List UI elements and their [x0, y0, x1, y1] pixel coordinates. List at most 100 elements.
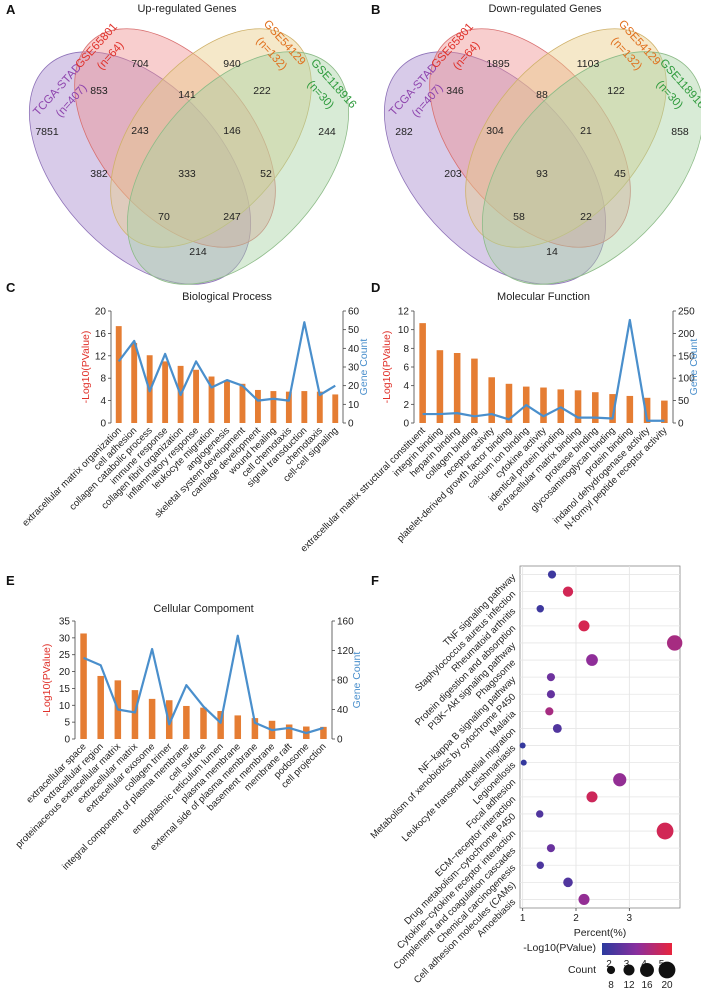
bar	[661, 401, 668, 423]
y-axis-title: -Log10(PValue)	[381, 331, 393, 404]
y2-axis-title: Gene Count	[688, 339, 700, 396]
venn-up-count: 222	[253, 85, 271, 97]
venn-up-count: 704	[131, 58, 149, 70]
y-tick-label: 6	[403, 363, 409, 374]
bar	[471, 359, 478, 423]
y-tick-label: 12	[95, 351, 107, 362]
y2-tick-label: 50	[678, 396, 690, 407]
bar	[270, 391, 276, 423]
bubble-point	[667, 635, 682, 650]
venn-down-count: 282	[395, 126, 413, 138]
bubble-point	[547, 673, 555, 681]
bubble-point	[553, 724, 562, 733]
size-legend-tick: 8	[608, 980, 614, 991]
y-tick-label: 5	[64, 718, 70, 729]
venn-down-count: 45	[614, 168, 626, 180]
bubble-point	[548, 570, 556, 578]
y-tick-label: 25	[59, 650, 71, 661]
venn-up-count: 247	[223, 211, 241, 223]
y-axis-title: -Log10(PValue)	[41, 644, 53, 717]
y2-tick-label: 160	[337, 617, 354, 628]
bubble-point	[657, 823, 674, 840]
bubble-point	[586, 791, 597, 802]
panel-label-a: A	[6, 2, 16, 17]
bar	[193, 370, 199, 423]
venn-down-count: 21	[580, 125, 592, 137]
y-tick-label: 0	[100, 419, 106, 430]
venn-down-count: 203	[444, 168, 462, 180]
bar	[240, 384, 246, 423]
y-tick-label: 20	[59, 667, 71, 678]
bubble-point	[563, 586, 573, 596]
bubble-point	[547, 690, 555, 698]
y2-tick-label: 10	[348, 400, 360, 411]
venn-diagram-up: Up-regulated Genes TCGA-STAD (n=407) GSE…	[0, 0, 391, 325]
y-tick-label: 30	[59, 633, 71, 644]
venn-up-count: 243	[131, 125, 149, 137]
y2-tick-label: 80	[337, 676, 349, 687]
bubble-point	[520, 743, 526, 749]
venn-down-count: 1103	[577, 58, 600, 70]
panel-label-f: F	[371, 573, 379, 588]
bar	[301, 391, 307, 423]
bar	[116, 326, 122, 423]
bubble-point	[613, 773, 626, 786]
venn-up-count: 853	[90, 85, 108, 97]
venn-down-count: 1895	[486, 58, 510, 70]
size-legend-tick: 20	[661, 980, 673, 991]
venn-down-count: 88	[536, 89, 548, 101]
y-tick-label: 12	[398, 307, 410, 318]
y-tick-label: 8	[403, 344, 409, 355]
color-bar	[602, 943, 672, 955]
venn-down-count: 22	[580, 211, 592, 223]
x-axis-title: Percent(%)	[574, 927, 627, 939]
size-legend-dot	[659, 962, 676, 979]
bar	[332, 394, 338, 423]
panel-label-d: D	[371, 280, 380, 295]
x-tick-label: 3	[627, 913, 633, 924]
size-legend-dot	[640, 963, 654, 977]
size-legend-dot	[623, 964, 634, 975]
venn-down-count: 122	[607, 85, 625, 97]
x-tick-label: 1	[520, 913, 526, 924]
bar	[627, 396, 634, 423]
y2-tick-label: 40	[337, 705, 349, 716]
bar	[224, 381, 230, 423]
bubble-point	[521, 760, 527, 766]
venn-up-count: 382	[90, 168, 108, 180]
y2-tick-label: 0	[678, 419, 684, 430]
y2-tick-label: 250	[678, 307, 695, 318]
bar	[488, 377, 495, 423]
bar	[97, 676, 104, 739]
bar	[557, 389, 564, 423]
bar	[131, 343, 137, 423]
venn-diagram-down: Down-regulated Genes TCGA-STAD (n=407) G…	[342, 0, 701, 325]
y2-tick-label: 0	[348, 419, 354, 430]
bubble-point	[563, 878, 573, 888]
bubble-point	[578, 894, 589, 905]
venn-up-count: 333	[178, 168, 196, 180]
venn-up-title: Up-regulated Genes	[137, 3, 237, 15]
size-legend-title: Count	[568, 964, 596, 976]
venn-down-count: 346	[446, 85, 464, 97]
bubble-point	[547, 844, 555, 852]
y-tick-label: 2	[403, 400, 409, 411]
bubble-point	[578, 620, 589, 631]
y-tick-label: 0	[64, 735, 70, 746]
bubble-point	[536, 810, 543, 817]
venn-up-count: 146	[223, 125, 241, 137]
venn-down-count: 93	[536, 168, 548, 180]
venn-down-count: 304	[486, 125, 504, 137]
y-tick-label: 4	[403, 381, 409, 392]
bubble-point	[537, 862, 544, 869]
bar	[286, 725, 293, 739]
venn-up-count: 940	[223, 58, 241, 70]
size-legend-dot	[607, 966, 615, 974]
bubble-point	[537, 605, 544, 612]
venn-up-count: 7851	[35, 126, 59, 138]
venn-up-count: 244	[318, 126, 336, 138]
y-tick-label: 20	[95, 307, 107, 318]
bubble-point	[586, 654, 598, 666]
venn-down-count: 14	[546, 246, 558, 258]
y2-axis-title: Gene Count	[351, 652, 363, 709]
